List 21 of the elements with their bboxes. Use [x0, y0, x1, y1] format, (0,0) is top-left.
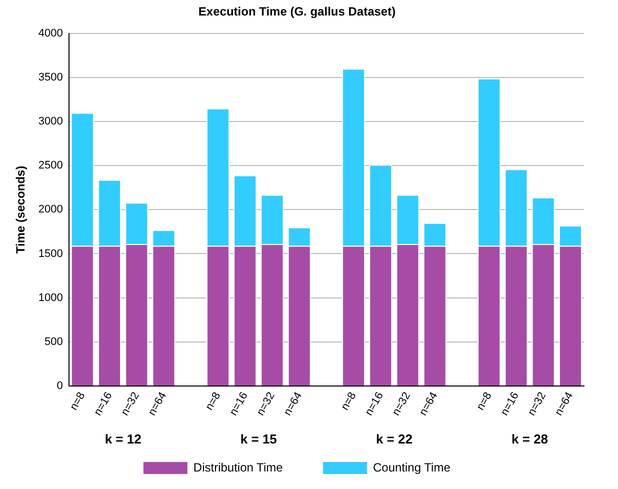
x-tick-label: n=8: [474, 390, 494, 412]
y-tick-label: 1500: [38, 248, 63, 260]
text: k = 22: [376, 432, 412, 447]
text: k = 28: [512, 432, 548, 447]
text: k = 15: [240, 432, 277, 447]
y-tick-label: 3500: [38, 72, 63, 84]
x-tick-label: n=8: [339, 390, 359, 412]
y-axis-title: Time (seconds): [14, 166, 28, 254]
y-tick-label: 1000: [38, 292, 63, 304]
y-tick-label: 2000: [38, 204, 63, 216]
y-tick-label: 4000: [38, 27, 63, 40]
y-tick-label: 2500: [38, 160, 63, 172]
y-tick-label: 500: [44, 336, 63, 348]
chart-title: Execution Time (G. gallus Dataset): [198, 4, 396, 19]
x-tick-label: n=8: [203, 390, 224, 412]
legend-label: Counting Time: [372, 460, 451, 474]
y-tick-label: 3000: [38, 116, 63, 128]
x-tick-label: n=8: [68, 390, 88, 412]
legend-label: Distribution Time: [193, 460, 284, 474]
y-tick-label: 0: [56, 380, 63, 392]
text: k = 12: [104, 432, 142, 447]
